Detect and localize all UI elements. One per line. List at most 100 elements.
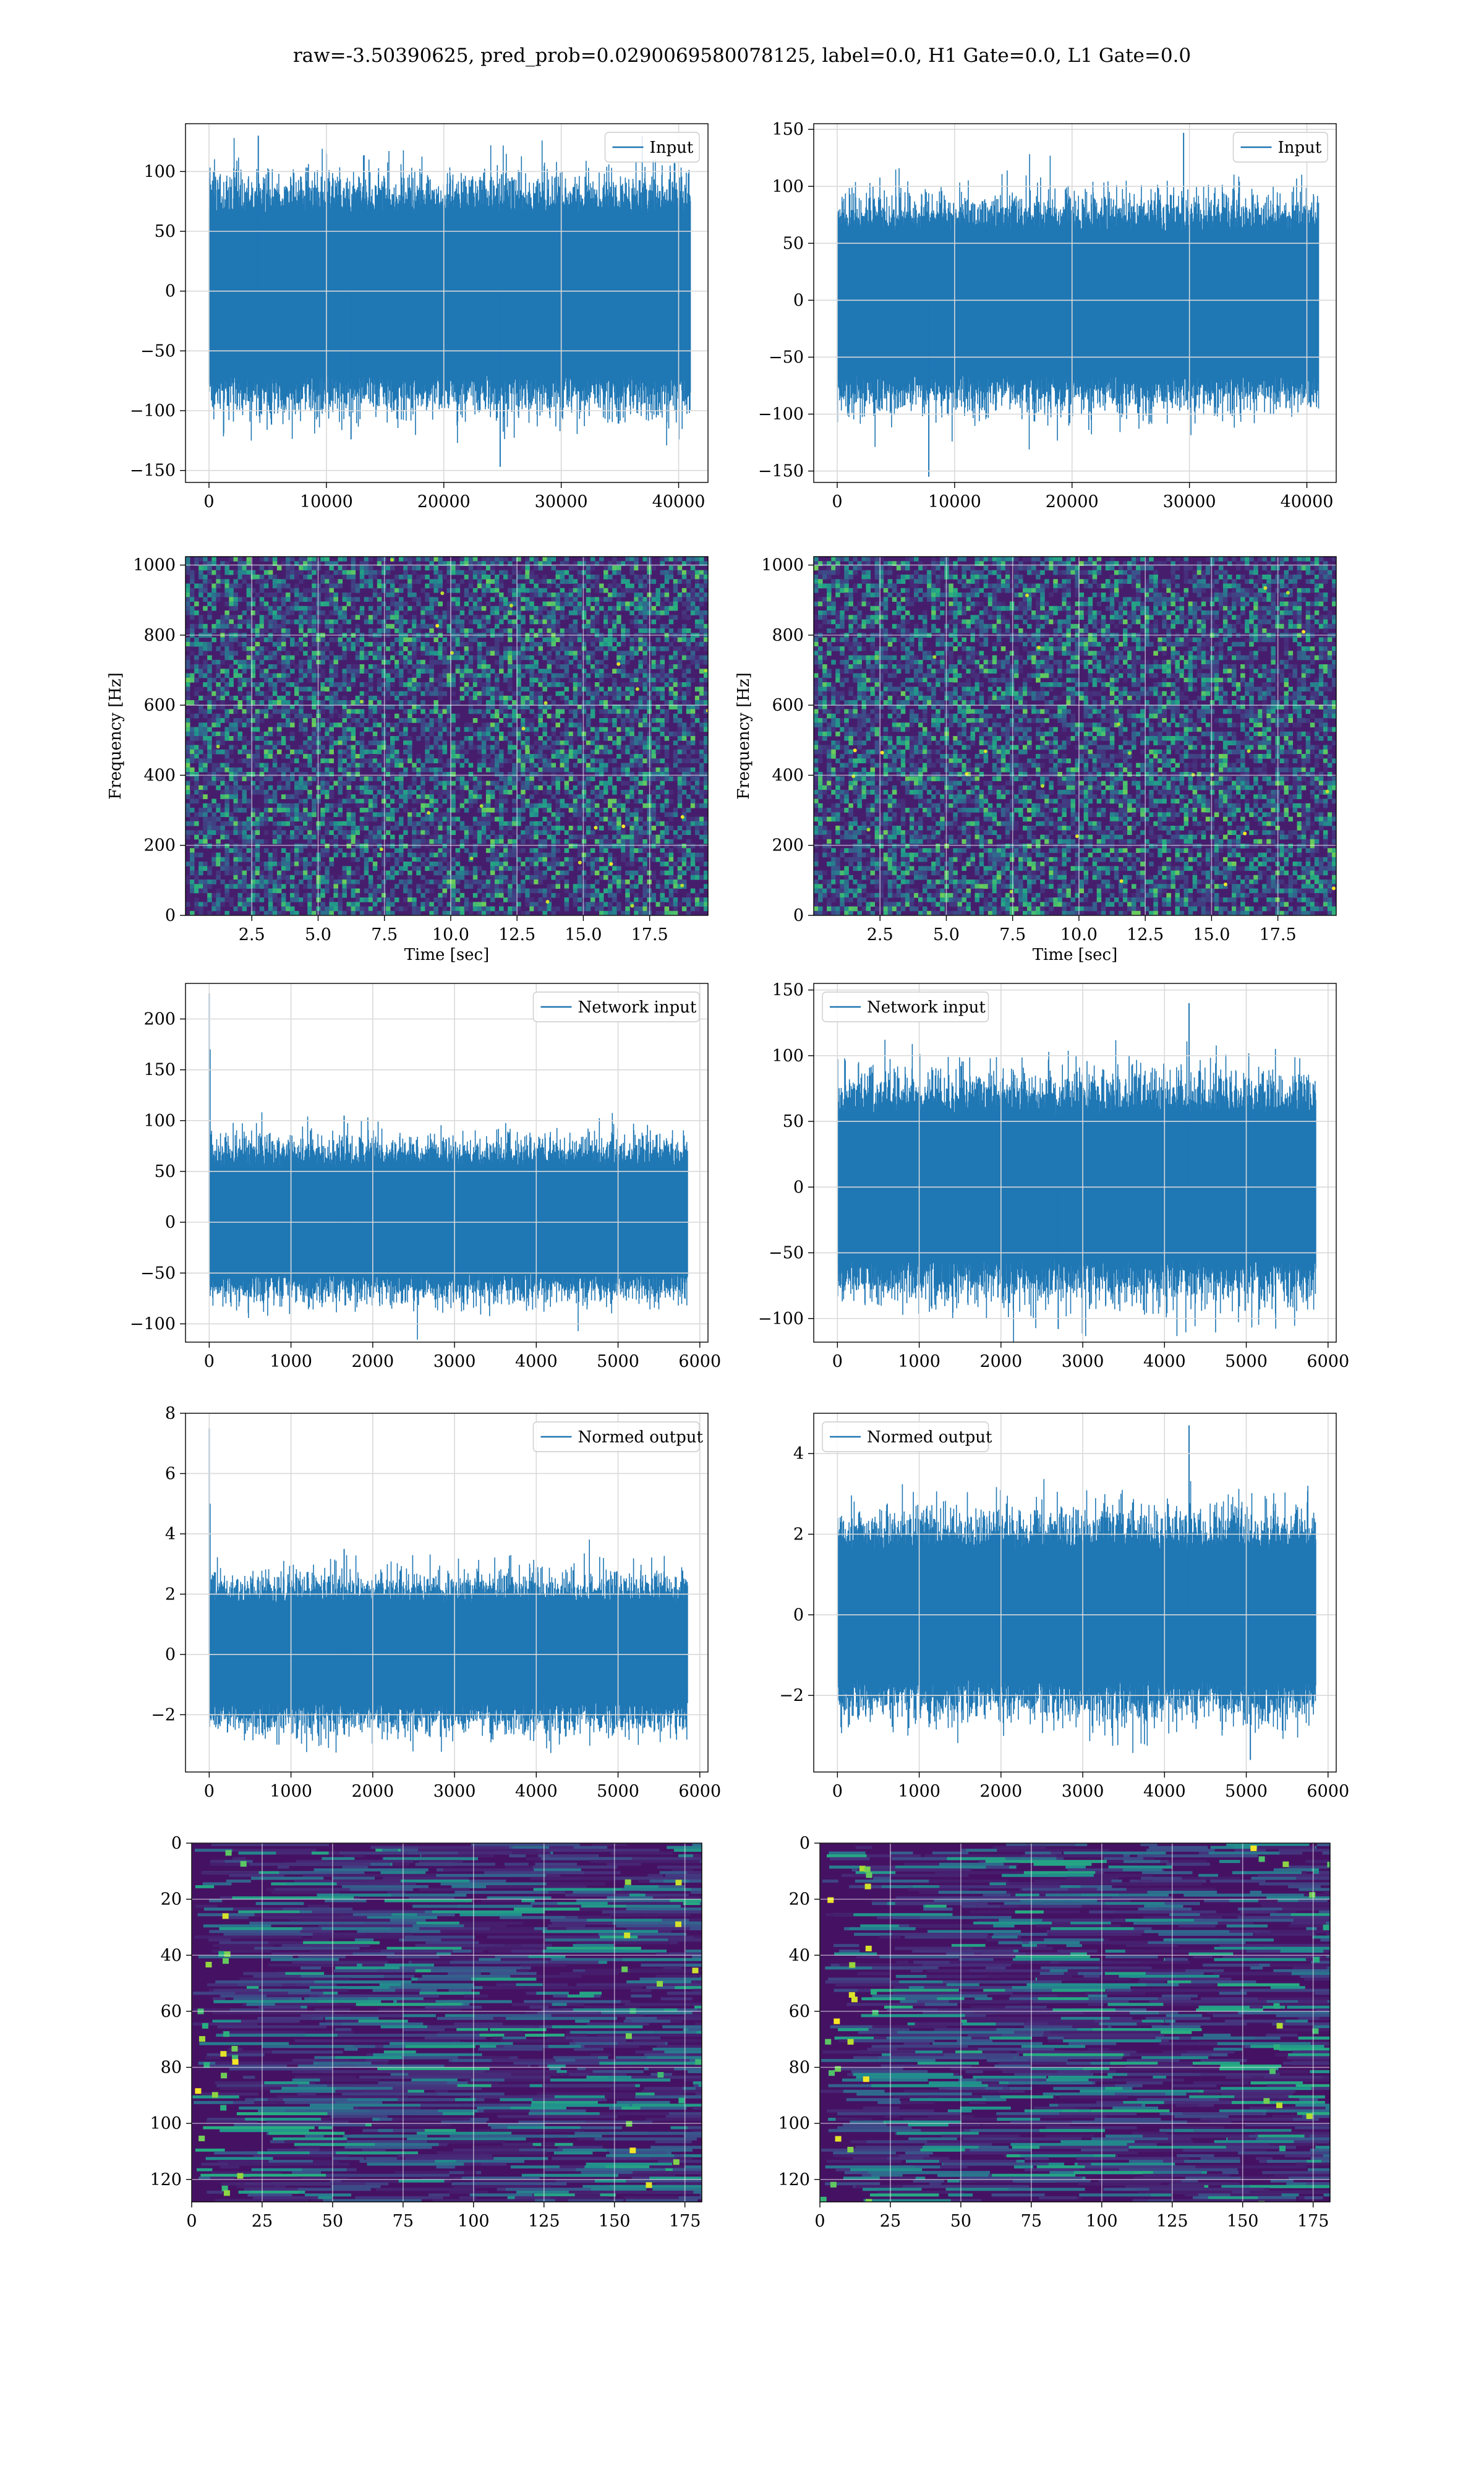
spectrogram-cell: [586, 892, 591, 898]
spectrogram-cell: [477, 745, 482, 750]
spectrogram-cell: [490, 906, 495, 912]
spectrogram-cell: [294, 897, 299, 902]
spectrogram-cell: [438, 866, 443, 871]
spectrogram-cell: [503, 597, 508, 602]
spectrogram-cell: [599, 834, 604, 840]
spectrogram-cell: [516, 659, 521, 665]
spectrogram-cell: [616, 615, 621, 620]
spectrogram-cell: [403, 772, 408, 777]
spectrogram-cell: [312, 669, 317, 674]
spectrogram-cell: [303, 897, 308, 902]
spectrogram-cell: [590, 597, 595, 602]
spectrogram-cell: [472, 880, 478, 884]
spectrogram-cell: [438, 673, 443, 678]
spectrogram-cell: [451, 781, 456, 786]
spectrogram-cell: [216, 830, 221, 836]
spectrogram-cell: [412, 812, 417, 818]
spectrogram-cell: [229, 601, 234, 607]
spectrogram-cell: [246, 884, 252, 889]
spectrogram-cell: [286, 691, 291, 696]
spectrogram-cell: [416, 565, 421, 571]
spectrogram-cell: [211, 803, 216, 808]
spectrogram-cell: [216, 718, 221, 723]
spectrogram-cell: [390, 610, 395, 615]
spectrogram-cell: [477, 565, 482, 571]
spectrogram-cell: [203, 722, 208, 728]
spectrogram-cell: [394, 695, 399, 701]
spectrogram-cell: [194, 758, 199, 764]
spectrogram-cell: [346, 619, 352, 625]
spectrogram-cell: [216, 826, 221, 831]
spectrogram-cell: [390, 669, 395, 674]
spectrogram-cell: [194, 870, 199, 876]
spectrogram-cell: [512, 623, 517, 629]
spectrogram-cell: [477, 646, 482, 651]
spectrogram-cell: [403, 736, 408, 741]
spectrogram-cell: [329, 880, 334, 884]
spectrogram-cell: [499, 601, 504, 607]
spectrogram-cell: [464, 830, 469, 836]
spectrogram-cell: [433, 687, 438, 692]
spectrogram-cell: [190, 740, 195, 746]
spectrogram-cell: [259, 623, 265, 629]
spectrogram-cell: [381, 669, 386, 674]
spectrogram-cell: [416, 575, 421, 580]
spectrogram-cell: [438, 834, 443, 840]
spectrogram-cell: [590, 637, 595, 643]
spectrogram-cell: [551, 745, 556, 750]
spectrogram-cell: [237, 619, 243, 625]
spectrogram-cell: [394, 623, 399, 629]
spectrogram-cell: [420, 884, 425, 889]
spectrogram-cell: [399, 557, 404, 562]
spectrogram-cell: [385, 816, 391, 822]
spectrogram-cell: [608, 646, 613, 651]
spectrogram-cell: [616, 561, 621, 567]
spectrogram-cell: [590, 557, 595, 562]
spectrogram-cell: [459, 677, 465, 683]
spectrogram-cell: [190, 776, 195, 782]
spectrogram-cell: [224, 848, 229, 854]
spectrogram-cell: [237, 798, 243, 804]
spectrogram-cell: [372, 848, 378, 854]
spectrogram-cell: [512, 839, 517, 844]
spectrogram-cell: [255, 866, 260, 871]
spectrogram-cell: [433, 740, 438, 746]
spectrogram-cell: [490, 830, 495, 836]
spectrogram-cell: [355, 830, 360, 836]
spectrogram-cell: [224, 682, 229, 687]
spectrogram-cell: [433, 758, 438, 764]
spectrogram-cell: [351, 839, 356, 844]
spectrogram-cell: [286, 754, 291, 759]
spectrogram-cell: [581, 651, 587, 656]
spectrogram-cell: [303, 659, 308, 665]
spectrogram-cell: [372, 902, 378, 907]
spectrogram-cell: [616, 687, 621, 692]
spectrogram-cell: [468, 794, 474, 800]
spectrogram-cell: [325, 731, 330, 737]
spectrogram-cell: [560, 570, 565, 575]
spectrogram-cell: [220, 641, 225, 647]
spectrogram-cell: [594, 758, 600, 764]
spectrogram-cell: [560, 575, 565, 580]
spectrogram-cell: [390, 704, 395, 710]
spectrogram-cell: [577, 866, 582, 871]
spectrogram-cell: [211, 601, 216, 607]
spectrogram-cell: [503, 880, 508, 884]
spectrogram-cell: [364, 570, 369, 575]
spectrogram-cell: [390, 623, 395, 629]
spectrogram-cell: [594, 785, 600, 790]
spectrogram-cell: [381, 798, 386, 804]
spectrogram-cell: [590, 619, 595, 625]
spectrogram-cell: [468, 910, 474, 915]
spectrogram-cell: [355, 767, 360, 773]
spectrogram-cell: [255, 606, 260, 611]
spectrogram-cell: [446, 816, 452, 822]
spectrogram-cell: [521, 910, 526, 915]
spectrogram-cell: [207, 682, 212, 687]
spectrogram-cell: [468, 722, 474, 728]
spectrogram-cell: [490, 727, 495, 732]
spectrogram-cell: [590, 888, 595, 894]
spectrogram-cell: [586, 601, 591, 607]
spectrogram-cell: [299, 772, 304, 777]
spectrogram-cell: [286, 812, 291, 818]
